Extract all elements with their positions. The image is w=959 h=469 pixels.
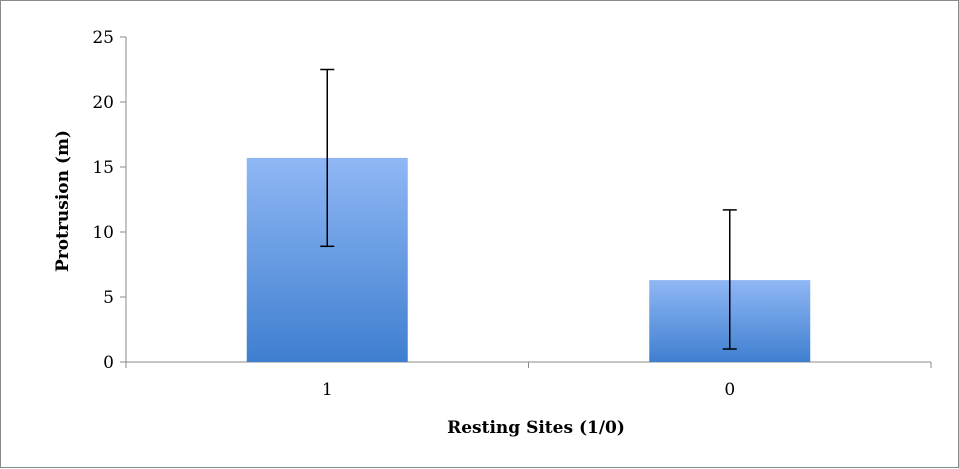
y-tick-label: 20: [92, 93, 114, 113]
y-tick-label: 10: [92, 223, 114, 243]
y-tick-label: 5: [103, 288, 114, 308]
y-tick-label: 15: [92, 158, 114, 178]
y-axis-title: Protrusion (m): [53, 130, 73, 272]
y-tick-label: 25: [92, 28, 114, 48]
x-tick-label: 1: [322, 380, 333, 400]
y-tick-label: 0: [103, 353, 114, 373]
x-tick-label: 0: [724, 380, 735, 400]
x-axis-title: Resting Sites (1/0): [447, 418, 625, 438]
bars: [246, 157, 811, 362]
error-bars: [320, 68, 737, 350]
